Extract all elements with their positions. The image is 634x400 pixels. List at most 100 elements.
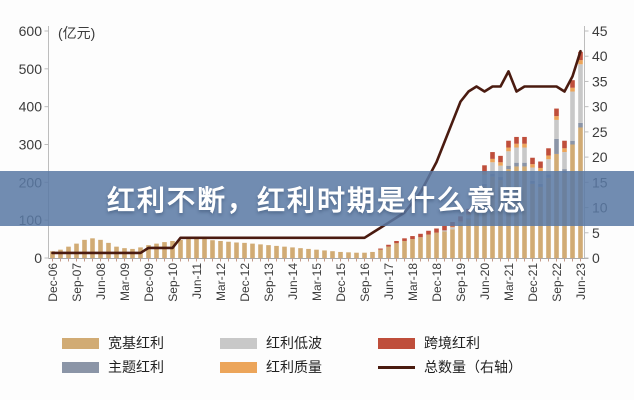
- bar-segment-主题红利: [562, 169, 567, 173]
- bar-segment-宽基红利: [250, 243, 255, 258]
- bar-segment-主题红利: [578, 122, 583, 128]
- bar-segment-红利低波: [570, 91, 575, 141]
- legend-item-2: 跨境红利: [378, 336, 578, 350]
- bar-segment-宽基红利: [178, 239, 183, 258]
- x-axis-label: Sep-07: [70, 263, 84, 302]
- bar-segment-红利低波: [554, 119, 559, 139]
- bar-segment-宽基红利: [442, 231, 447, 258]
- bar-segment-跨境红利: [522, 136, 527, 144]
- bar-segment-宽基红利: [74, 243, 79, 258]
- legend-item-5: 总数量（右轴）: [378, 360, 578, 374]
- left-axis-label: 600: [19, 23, 43, 39]
- x-axis-label: Sep-19: [454, 263, 468, 302]
- x-axis-label: Sep-22: [550, 263, 564, 302]
- bar-segment-宽基红利: [386, 246, 391, 258]
- bar-segment-跨境红利: [434, 228, 439, 233]
- bar-segment-宽基红利: [338, 251, 343, 258]
- bar-segment-红利质量: [538, 167, 543, 172]
- title-banner: 红利不断，红利时期是什么意思: [0, 171, 634, 226]
- bar-segment-宽基红利: [170, 240, 175, 258]
- bar-segment-宽基红利: [106, 242, 111, 258]
- legend-color-swatch: [62, 361, 99, 373]
- bar-segment-宽基红利: [98, 239, 103, 258]
- x-axis-label: Mar-18: [406, 263, 420, 301]
- legend-label: 主题红利: [108, 359, 164, 375]
- bar-segment-宽基红利: [402, 240, 407, 258]
- bar-segment-宽基红利: [210, 240, 215, 258]
- bar-segment-跨境红利: [418, 233, 423, 238]
- bar-segment-宽基红利: [202, 239, 207, 258]
- bar-segment-宽基红利: [218, 240, 223, 258]
- bar-segment-宽基红利: [450, 229, 455, 258]
- bar-segment-宽基红利: [266, 245, 271, 258]
- bar-segment-红利低波: [450, 227, 455, 230]
- unit-label: (亿元): [58, 25, 95, 41]
- legend-label: 红利质量: [266, 359, 322, 375]
- left-axis-label: 400: [19, 99, 43, 115]
- x-axis-label: Jun-20: [478, 263, 492, 300]
- bar-segment-红利质量: [554, 116, 559, 120]
- bar-segment-宽基红利: [330, 251, 335, 258]
- legend-item-4: 红利质量: [220, 360, 378, 374]
- legend-label: 宽基红利: [108, 335, 164, 351]
- bar-segment-宽基红利: [346, 252, 351, 258]
- bar-segment-宽基红利: [234, 242, 239, 258]
- bar-segment-红利质量: [578, 60, 583, 65]
- bar-segment-宽基红利: [378, 249, 383, 258]
- total-count-line: [51, 49, 582, 255]
- bar-segment-宽基红利: [322, 250, 327, 258]
- bar-segment-宽基红利: [458, 225, 463, 258]
- bar-segment-红利质量: [490, 158, 495, 163]
- bar-segment-跨境红利: [514, 136, 519, 144]
- bar-segment-宽基红利: [290, 247, 295, 258]
- bar-segment-宽基红利: [50, 251, 55, 258]
- bar-segment-跨境红利: [386, 244, 391, 247]
- legend-item-3: 主题红利: [62, 360, 220, 374]
- page-title: 红利不断，红利时期是什么意思: [106, 184, 527, 216]
- bar-segment-主题红利: [522, 162, 527, 167]
- left-axis-label: 300: [19, 137, 43, 153]
- bar-segment-跨境红利: [578, 51, 583, 61]
- x-axis-label: Dec-18: [430, 263, 444, 302]
- x-axis-label: Mar-21: [502, 263, 516, 301]
- bar-segment-红利低波: [546, 159, 551, 175]
- bar-segment-跨境红利: [410, 236, 415, 240]
- bar-segment-宽基红利: [162, 242, 167, 258]
- bar-segment-跨境红利: [530, 157, 535, 165]
- x-axis-label: Jun-17: [382, 263, 396, 300]
- bar-segment-宽基红利: [370, 251, 375, 258]
- bar-segment-跨境红利: [402, 238, 407, 241]
- right-axis-label: 45: [592, 23, 608, 39]
- right-axis-label: 20: [592, 149, 608, 165]
- bar-segment-宽基红利: [226, 241, 231, 258]
- bar-segment-红利低波: [442, 230, 447, 232]
- bar-segment-跨境红利: [482, 165, 487, 172]
- x-axis-label: Dec-06: [46, 263, 60, 302]
- bar-segment-主题红利: [514, 162, 519, 167]
- bar-segment-红利质量: [514, 143, 519, 148]
- x-axis-label: Dec-09: [142, 263, 156, 302]
- bar-segment-红利质量: [498, 162, 503, 166]
- bar-segment-宽基红利: [314, 249, 319, 258]
- right-axis-label: 40: [592, 48, 608, 64]
- bar-segment-红利低波: [506, 151, 511, 166]
- x-axis-label: Jun-08: [94, 263, 108, 300]
- legend-label: 总数量（右轴）: [424, 359, 522, 375]
- bar-segment-红利低波: [578, 64, 583, 123]
- bar-segment-宽基红利: [474, 205, 479, 258]
- legend-label: 跨境红利: [424, 335, 480, 351]
- legend-line-swatch: [378, 365, 415, 369]
- bar-segment-跨境红利: [538, 161, 543, 168]
- bar-segment-宽基红利: [426, 234, 431, 258]
- bar-segment-主题红利: [554, 138, 559, 154]
- bar-segment-宽基红利: [242, 242, 247, 258]
- x-axis-label: Mar-12: [214, 263, 228, 301]
- bar-segment-跨境红利: [506, 140, 511, 148]
- x-axis-label: Jun-14: [286, 263, 300, 300]
- bar-segment-宽基红利: [410, 239, 415, 258]
- x-axis-label: Sep-10: [166, 263, 180, 302]
- left-axis-label: 500: [19, 61, 43, 77]
- bar-segment-红利质量: [530, 164, 535, 168]
- bar-segment-跨境红利: [442, 225, 447, 231]
